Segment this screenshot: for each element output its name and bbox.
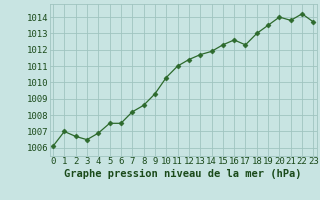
X-axis label: Graphe pression niveau de la mer (hPa): Graphe pression niveau de la mer (hPa) xyxy=(64,169,302,179)
